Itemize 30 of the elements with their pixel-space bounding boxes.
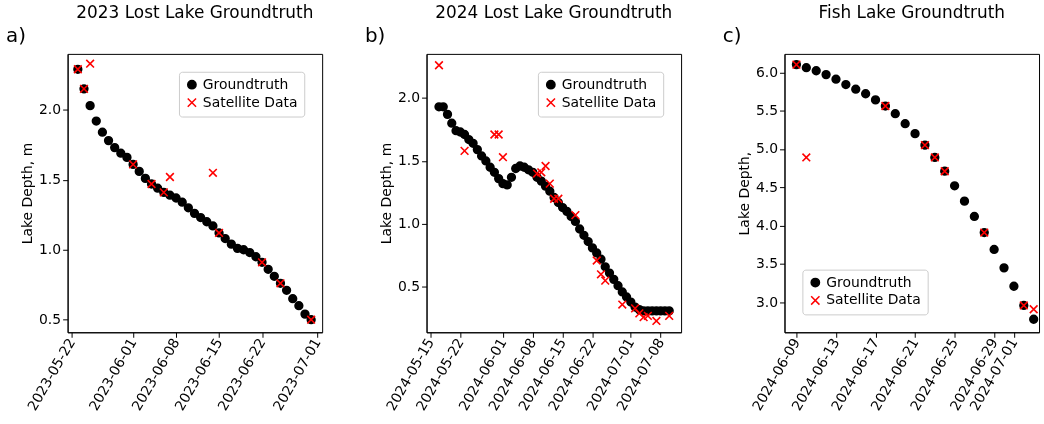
y-axis-title: Lake Depth, m (377, 142, 394, 245)
y-tick-label: 1.5 (397, 152, 421, 169)
y-tick-label: 2.0 (39, 101, 62, 118)
y-tick-label: 2.0 (397, 89, 421, 106)
y-tick-label: 1.0 (397, 215, 421, 232)
y-tick-label: 3.0 (755, 293, 779, 310)
chart-title: 2024 Lost Lake Groundtruth (435, 2, 673, 23)
legend-label: Satellite Data (202, 93, 298, 110)
y-axis-title: Lake Depth, (735, 151, 752, 236)
legend-label: Satellite Data (826, 291, 921, 308)
chart-title: Fish Lake Groundtruth (818, 2, 1005, 23)
legend-label: Groundtruth (202, 75, 289, 92)
text: a) (5, 23, 26, 47)
legend-label: Groundtruth (826, 273, 912, 290)
y-tick-label: 3.5 (755, 255, 779, 272)
y-tick-label: 1.0 (39, 241, 62, 258)
y-tick-label: 0.5 (39, 311, 62, 328)
y-tick-label: 0.5 (397, 278, 421, 295)
y-tick-label: 4.0 (755, 217, 779, 234)
chart-title: 2023 Lost Lake Groundtruth (76, 2, 314, 23)
legend-label: Groundtruth (561, 75, 648, 92)
text: c) (722, 23, 742, 47)
y-tick-label: 1.5 (39, 171, 62, 188)
y-tick-label: 5.0 (755, 140, 779, 157)
y-tick-label: 5.5 (755, 102, 779, 119)
y-tick-label: 4.5 (755, 178, 779, 195)
y-tick-label: 6.0 (755, 63, 779, 80)
text: b) (364, 23, 386, 47)
y-axis-title: Lake Depth, m (19, 142, 36, 245)
legend-label: Satellite Data (561, 93, 657, 110)
